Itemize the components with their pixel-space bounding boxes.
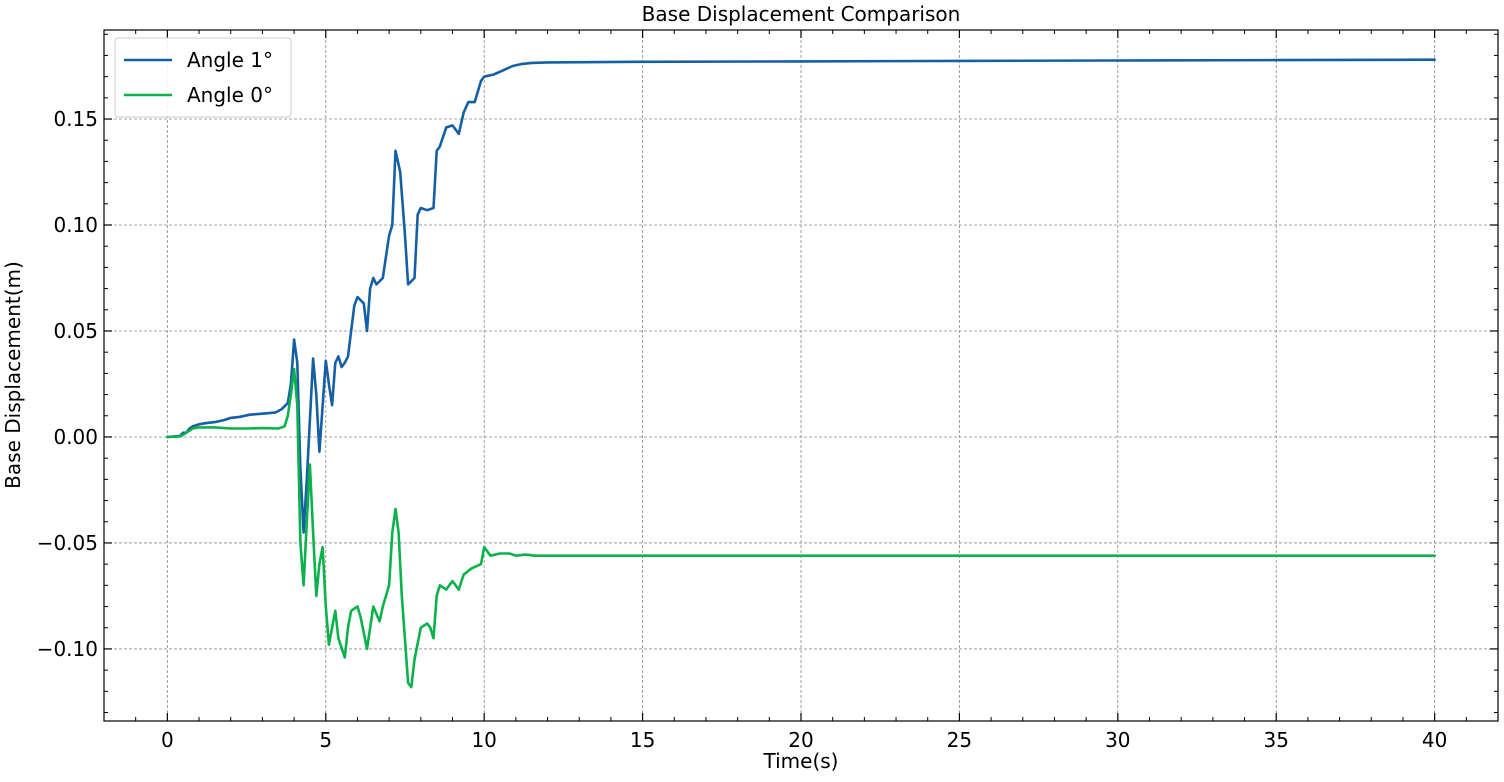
x-axis-title: Time(s) [763, 749, 839, 773]
x-tick-label: 15 [630, 728, 655, 752]
y-tick-label: −0.10 [37, 637, 98, 661]
y-tick-label: 0.15 [53, 107, 98, 131]
y-tick-label: 0.05 [53, 319, 98, 343]
y-tick-label: 0.00 [53, 425, 98, 449]
ticks: 0 5 10 15 20 25 30 35 40 −0.10 −0.05 0.00 0.05 0.10 0.… [37, 30, 1499, 752]
x-tick-label: 0 [161, 728, 174, 752]
y-tick-label: −0.05 [37, 531, 98, 555]
x-tick-label: 5 [319, 728, 332, 752]
legend-box [114, 37, 292, 118]
legend: Angle 1° Angle 0° [114, 37, 292, 118]
x-tick-label: 30 [1105, 728, 1130, 752]
x-tick-label: 20 [788, 728, 813, 752]
x-tick-label: 25 [947, 728, 972, 752]
y-tick-label: 0.10 [53, 213, 98, 237]
legend-label-2: Angle 0° [187, 83, 273, 107]
chart-title: Base Displacement Comparison [642, 2, 961, 26]
x-tick-label: 10 [471, 728, 496, 752]
y-axis-title: Base Displacement(m) [1, 261, 25, 489]
series-line-1 [166, 58, 1436, 534]
x-tick-label: 35 [1264, 728, 1289, 752]
legend-label-1: Angle 1° [187, 48, 273, 72]
series-layer [166, 58, 1436, 689]
series-line-2 [166, 367, 1436, 689]
x-tick-label: 40 [1422, 728, 1447, 752]
grid [104, 30, 1498, 721]
